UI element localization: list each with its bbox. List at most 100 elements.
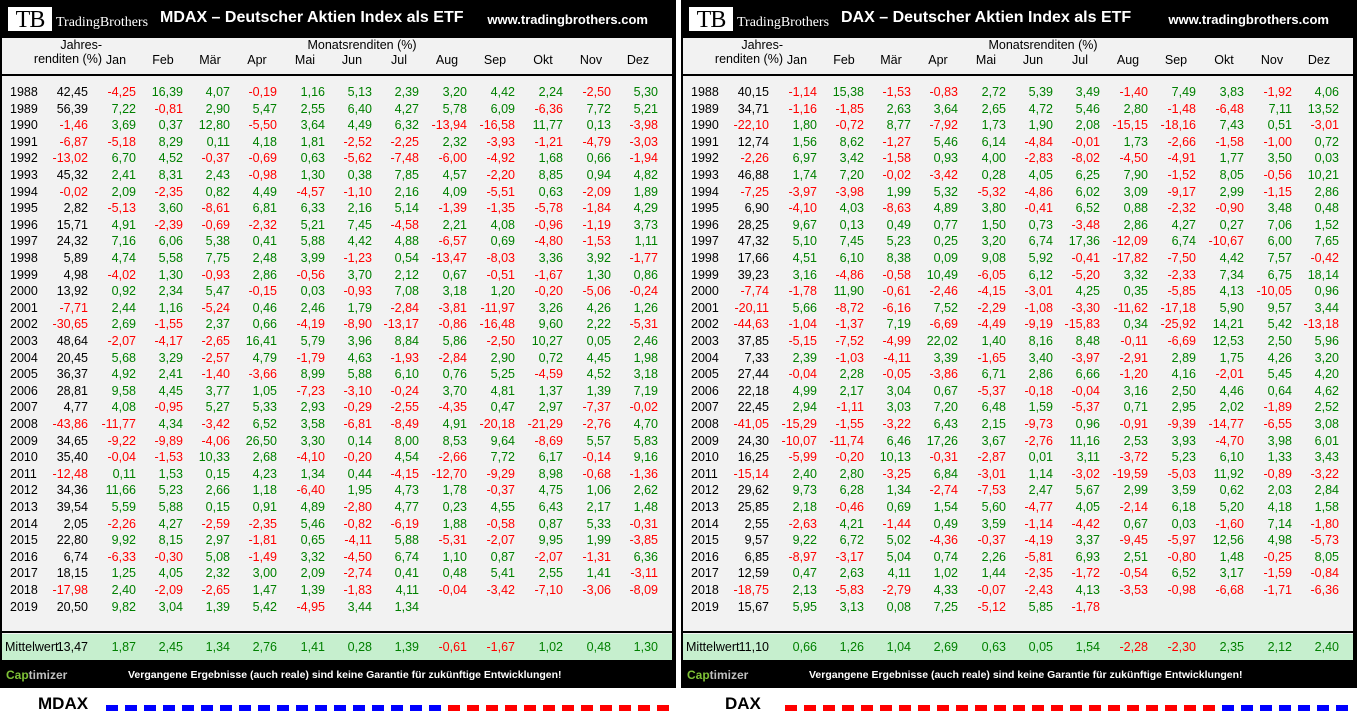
monthly-return-cell: -21,29 [527,417,563,431]
monthly-return-cell: 2,99 [1219,184,1244,199]
monthly-return-cell: 3,18 [442,284,467,299]
monthly-return-cell: -17,18 [1160,300,1196,315]
monthly-return-cell: -3,17 [835,549,865,564]
monthly-return-cell: 2,55 [538,566,563,581]
monthly-return-cell: 2,53 [1123,433,1148,448]
monthly-return-cell: -4,15 [977,284,1007,299]
monthly-return-cell: -9,39 [1167,417,1197,431]
table-row-year: 1992 [10,151,38,166]
annual-return-cell: 40,15 [737,85,769,99]
mittelwert-cell: 2,69 [933,640,958,654]
monthly-return-cell: -0,82 [343,516,373,531]
monthly-return-cell: 26,50 [245,433,277,448]
monthly-return-cell: 5,33 [252,400,277,415]
monthly-return-cell: -0,89 [1263,466,1293,481]
monthly-return-cell: 1,30 [158,267,183,282]
annual-return-cell: 34,36 [56,483,88,498]
monthly-return-cell: 3,99 [300,251,325,265]
monthly-return-cell: 1,95 [347,483,372,498]
monthly-return-cell: 0,44 [347,466,372,481]
table-row-year: 2001 [691,300,719,315]
monthly-return-cell: 1,10 [442,549,467,564]
monthly-return-cell: 3,32 [300,549,325,564]
monthly-return-cell: 7,72 [490,450,515,465]
monthly-return-cell: -0,30 [154,549,184,564]
monthly-return-cell: 2,40 [792,466,817,481]
monthly-return-cell: -8,63 [882,201,912,216]
monthly-return-cell: 3,49 [1075,85,1100,99]
monthly-return-cell: 1,05 [252,383,277,398]
month-header-mai: Mai [294,53,316,67]
monthly-return-cell: -6,33 [107,549,137,564]
monthly-return-cell: 0,49 [933,516,958,531]
table-row-year: 2009 [691,433,719,448]
month-header-jul: Jul [391,53,407,67]
monthly-return-cell: 0,37 [158,118,183,133]
annual-return-cell: 37,85 [737,334,769,348]
monthly-return-cell: -13,17 [383,317,419,332]
monthly-return-cell: 4,57 [442,168,467,182]
monthly-return-cell: 0,46 [252,300,277,315]
monthly-return-cell: 8,38 [886,251,911,265]
month-header-okt: Okt [1214,53,1234,67]
monthly-return-cell: 0,96 [1075,417,1100,431]
monthly-return-cell: 1,34 [886,483,911,498]
monthly-return-cell: -0,04 [788,367,818,382]
monthly-return-cell: 1,73 [1123,134,1148,149]
monthly-return-cell: 0,13 [586,118,611,133]
monthly-return-cell: 6,18 [1171,500,1196,514]
monthly-return-cell: -5,73 [1310,533,1340,548]
monthly-return-cell: 1,47 [252,583,277,597]
monthly-return-cell: 8,53 [442,433,467,448]
monthly-return-cell: 5,04 [886,549,911,564]
monthly-return-cell: 9,57 [1267,300,1292,315]
table-row-year: 2002 [10,317,38,332]
table-row-year: 2011 [691,466,718,481]
legend-dash [524,705,536,711]
monthly-return-cell: 3,18 [633,367,658,382]
monthly-return-cell: -0,24 [629,284,659,299]
table-row-year: 1999 [691,267,719,282]
monthly-return-cell: 1,41 [586,566,611,581]
monthly-return-cell: 4,16 [1171,367,1196,382]
monthly-return-cell: 8,84 [394,334,419,348]
monthly-return-cell: 2,44 [111,300,136,315]
annual-return-cell: 4,77 [63,400,88,415]
monthly-return-cell: -8,02 [1071,151,1101,166]
annual-return-cell: 6,90 [744,201,769,216]
monthly-return-cell: -5,06 [582,284,612,299]
monthly-return-cell: 2,86 [1314,184,1339,199]
monthly-return-cell: -4,11 [344,533,372,548]
legend-dash [1146,705,1158,711]
monthly-return-cell: 2,63 [886,101,911,116]
monthly-return-cell: -3,72 [1119,450,1149,465]
monthly-return-cell: 4,06 [1314,85,1339,99]
legend-dash [1184,705,1196,711]
monthly-return-cell: 12,53 [1212,334,1244,348]
mittelwert-cell: 2,76 [252,640,277,654]
monthly-return-cell: 1,78 [442,483,467,498]
monthly-return-cell: 6,46 [886,433,911,448]
monthly-return-cell: 4,27 [158,516,183,531]
monthly-return-cell: -1,58 [882,151,912,166]
monthly-return-cell: 4,26 [1267,350,1292,365]
monthly-return-cell: 6,14 [981,134,1006,149]
monthly-return-cell: -0,20 [343,450,373,465]
monthly-return-cell: -0,84 [1310,566,1340,581]
annual-return-cell: -7,25 [740,184,770,199]
monthly-return-cell: 7,49 [1171,85,1196,99]
monthly-return-cell: 4,42 [490,85,515,99]
returns-table: Jahres-renditen (%) Monatsrenditen (%) Jan… [683,38,1353,660]
monthly-return-cell: -6,16 [882,300,912,315]
monthly-return-cell: -0,72 [835,118,865,133]
monthly-return-cell: -3,93 [486,134,516,149]
monthly-return-cell: -11,62 [1113,300,1148,315]
monthly-return-cell: 6,97 [792,151,817,166]
monthly-return-cell: 1,98 [633,350,658,365]
legend-dash [861,705,873,711]
monthly-return-cell: -11,77 [101,417,136,431]
monthly-return-cell: 2,69 [111,317,136,332]
monthly-return-cell: 5,85 [1028,599,1053,614]
legend-label-mdax: MDAX [38,694,89,713]
monthly-return-cell: 3,60 [158,201,183,216]
